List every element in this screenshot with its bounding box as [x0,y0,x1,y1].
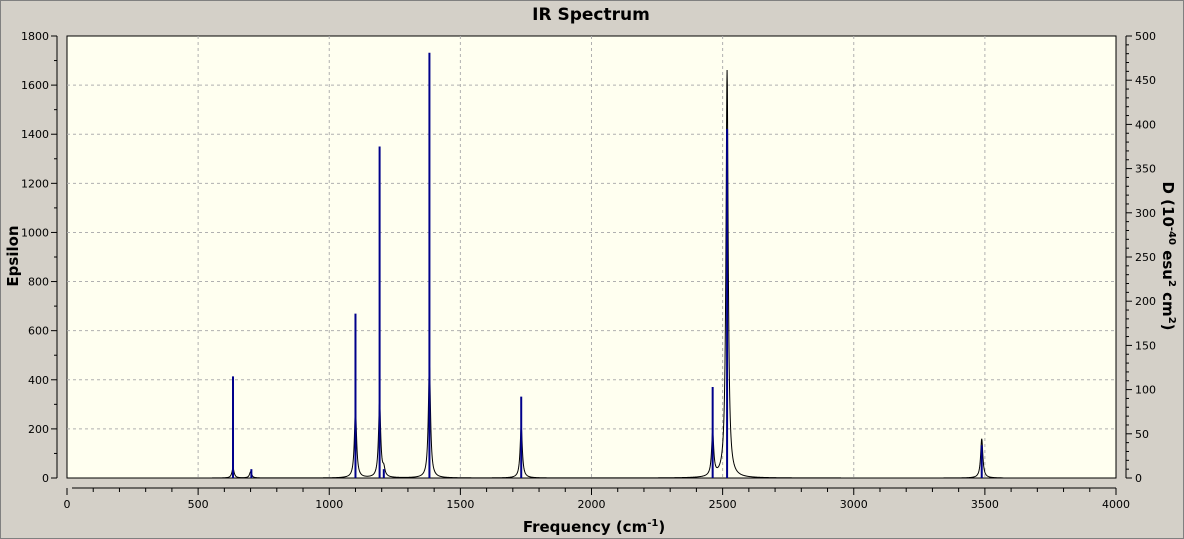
x-tick-label: 4000 [1102,498,1130,511]
y-left-tick-label: 1200 [21,177,49,190]
y-axis-right-label-sup2: 2 [1166,280,1177,287]
y-left-tick-label: 1000 [21,226,49,239]
x-tick-label: 1500 [446,498,474,511]
y-right-tick-label: 300 [1135,207,1156,220]
y-left-tick-label: 0 [42,472,49,485]
chart-title: IR Spectrum [532,5,650,25]
y-left-tick-label: 200 [28,423,49,436]
y-axis-left-label: Epsilon [4,225,22,286]
y-right-tick-label: 200 [1135,295,1156,308]
x-tick-label: 2000 [578,498,606,511]
y-right-tick-label: 250 [1135,251,1156,264]
y-axis-right-label-sup1: -40 [1166,227,1177,245]
x-axis-label-text: Frequency (cm [523,518,647,536]
y-axis-right-label-sup3: 2 [1166,317,1177,324]
x-tick-label: 3000 [840,498,868,511]
y-left-tick-label: 600 [28,325,49,338]
x-tick-label: 1000 [315,498,343,511]
y-axis-right-label-mid2: cm [1159,287,1177,317]
y-axis-right-label: D (10-40 esu2 cm2) [1159,181,1177,330]
y-left-tick-label: 1400 [21,128,49,141]
y-right-tick-label: 450 [1135,74,1156,87]
x-axis-label-end: ) [658,518,665,536]
x-tick-label: 2500 [709,498,737,511]
y-axis-right-label-prefix: D (10 [1159,181,1177,226]
y-right-tick-label: 350 [1135,163,1156,176]
y-left-tick-label: 1600 [21,79,49,92]
dipole-stick-layer [232,52,983,478]
y-right-tick-label: 100 [1135,384,1156,397]
y-right-tick-label: 500 [1135,30,1156,43]
x-axis-label-superscript: -1 [647,518,658,529]
x-tick-label: 500 [188,498,209,511]
axes: 0 500 1000 1500 2000 2500 3000 3500 400002004006… [21,30,1156,511]
y-axis-right-label-suffix: ) [1159,324,1177,331]
y-left-tick-label: 800 [28,276,49,289]
x-tick-label: 3500 [971,498,999,511]
y-right-tick-label: 50 [1135,428,1149,441]
grid-lines [67,36,1116,478]
y-right-tick-label: 400 [1135,118,1156,131]
y-axis-right-label-mid: esu [1159,245,1177,280]
y-left-tick-label: 400 [28,374,49,387]
y-right-tick-label: 150 [1135,339,1156,352]
x-axis-label: Frequency (cm-1) [523,518,665,536]
y-left-tick-label: 1800 [21,30,49,43]
epsilon-curve-layer [149,70,1004,479]
x-tick-label: 0 [64,498,71,511]
epsilon-curve [149,70,1004,479]
y-right-tick-label: 0 [1135,472,1142,485]
